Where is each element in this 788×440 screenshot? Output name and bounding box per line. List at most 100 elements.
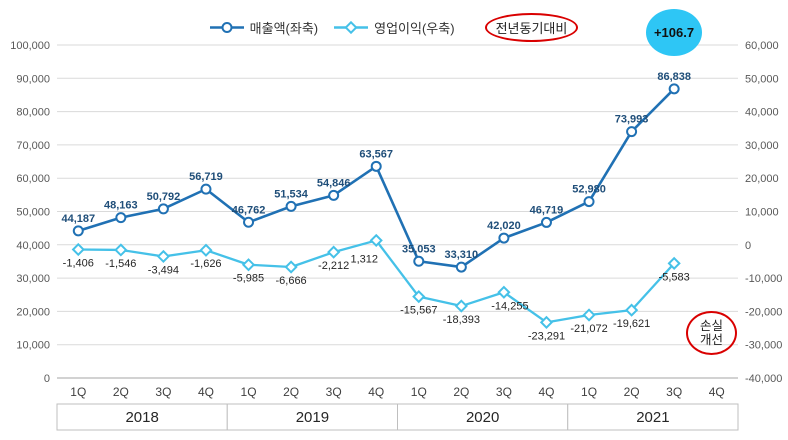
profit-data-label: -18,393	[443, 314, 480, 326]
annotation-line2: 개선	[699, 333, 723, 347]
revenue-point	[413, 255, 425, 267]
revenue-point	[498, 232, 510, 244]
quarter-label: 4Q	[538, 385, 554, 399]
revenue-data-label: 73,993	[615, 114, 649, 126]
chart-legend: 매출액(좌축) 영업이익(우축) 전년동기대비	[0, 13, 788, 42]
quarter-label: 1Q	[581, 385, 597, 399]
profit-point	[369, 233, 383, 248]
profit-data-label: -3,494	[148, 264, 179, 276]
left-axis-tick-label: 20,000	[16, 306, 50, 318]
profit-point	[241, 258, 256, 272]
revenue-point	[668, 83, 680, 95]
annotation-line1: 손실	[699, 318, 723, 333]
profit-data-label: -23,291	[528, 330, 565, 342]
profit-point	[199, 243, 213, 257]
left-axis-tick-label: 100,000	[10, 40, 50, 52]
revenue-point	[540, 216, 552, 228]
profit-data-label: 1,312	[350, 253, 378, 265]
yoy-note-oval: 전년동기대비	[484, 13, 579, 42]
year-cell	[56, 403, 228, 431]
revenue-point	[370, 160, 382, 172]
profit-data-label: -1,626	[190, 258, 221, 270]
year-label: 2019	[296, 409, 329, 426]
left-axis-tick-label: 10,000	[16, 340, 50, 352]
profit-point	[624, 303, 639, 317]
year-label: 2018	[125, 409, 158, 426]
revenue-data-label: 63,567	[359, 148, 393, 160]
profit-data-label: -21,072	[570, 323, 607, 335]
right-axis-tick-label: 40,000	[745, 107, 779, 119]
revenue-data-label: 33,310	[445, 249, 479, 261]
revenue-data-label: 35,053	[402, 243, 436, 255]
quarter-label: 3Q	[326, 385, 342, 399]
revenue-data-label: 86,838	[657, 71, 691, 83]
quarter-label: 4Q	[709, 385, 725, 399]
right-axis-tick-label: 60,000	[745, 40, 779, 52]
right-axis-tick-label: -10,000	[745, 273, 782, 285]
year-label: 2020	[466, 409, 499, 426]
profit-data-label: -14,255	[491, 300, 528, 312]
profit-data-label: -15,567	[400, 305, 437, 317]
profit-data-label: -19,621	[613, 318, 650, 330]
revenue-point	[455, 261, 467, 273]
left-axis-tick-label: 50,000	[16, 207, 50, 219]
profit-line-marker-icon	[334, 21, 369, 34]
right-axis-tick-label: 0	[745, 240, 751, 252]
quarter-label: 2Q	[283, 385, 299, 399]
right-axis-tick-label: 50,000	[745, 73, 779, 85]
quarter-label: 2Q	[453, 385, 469, 399]
revenue-data-label: 46,719	[530, 204, 564, 216]
right-axis-tick-label: -20,000	[745, 306, 782, 318]
legend-label-revenue: 매출액(좌축)	[249, 21, 319, 36]
profit-point	[454, 299, 468, 313]
profit-point	[284, 260, 298, 274]
quarter-label: 2Q	[113, 385, 129, 399]
growth-badge: +106.7	[646, 9, 702, 56]
left-axis-tick-label: 40,000	[16, 240, 50, 252]
quarter-label: 3Q	[155, 385, 171, 399]
left-axis-tick-label: 90,000	[16, 73, 50, 85]
left-axis-tick-label: 80,000	[16, 107, 50, 119]
revenue-point	[285, 200, 297, 212]
revenue-point	[200, 183, 212, 195]
left-axis-tick-label: 0	[44, 373, 50, 385]
revenue-data-label: 50,792	[147, 191, 181, 203]
revenue-data-label: 44,187	[61, 213, 95, 225]
profit-data-label: -5,985	[233, 273, 264, 285]
revenue-point	[72, 225, 84, 237]
revenue-data-label: 48,163	[104, 200, 138, 212]
revenue-point	[328, 189, 340, 201]
revenue-point	[157, 203, 169, 215]
revenue-point	[583, 196, 595, 208]
left-axis-tick-label: 70,000	[16, 140, 50, 152]
profit-point	[412, 290, 426, 304]
profit-data-label: -6,666	[275, 275, 306, 287]
loss-improvement-annotation: 손실 개선	[686, 311, 737, 355]
quarter-label: 4Q	[368, 385, 384, 399]
right-axis-tick-label: -40,000	[745, 373, 782, 385]
revenue-line-marker-icon	[209, 22, 244, 33]
quarter-label: 3Q	[666, 385, 682, 399]
revenue-point	[626, 126, 638, 138]
left-axis-tick-label: 30,000	[16, 273, 50, 285]
legend-item-revenue: 매출액(좌축)	[209, 18, 319, 37]
right-axis-tick-label: 20,000	[745, 173, 779, 185]
quarter-label: 1Q	[411, 385, 427, 399]
profit-point	[667, 256, 681, 271]
profit-data-label: -1,406	[63, 257, 94, 269]
revenue-data-label: 52,980	[572, 184, 606, 196]
left-axis-tick-label: 60,000	[16, 173, 50, 185]
profit-data-label: -5,583	[659, 271, 690, 283]
year-cell	[397, 403, 569, 431]
year-label: 2021	[636, 409, 669, 426]
revenue-data-label: 46,762	[232, 204, 266, 216]
profit-point	[539, 315, 554, 329]
legend-label-profit: 영업이익(우축)	[374, 21, 455, 36]
right-axis-tick-label: 10,000	[745, 207, 779, 219]
quarter-label: 2Q	[624, 385, 640, 399]
year-cell	[567, 403, 739, 431]
profit-point	[156, 249, 171, 264]
revenue-point	[243, 216, 255, 228]
profit-point	[327, 245, 341, 259]
